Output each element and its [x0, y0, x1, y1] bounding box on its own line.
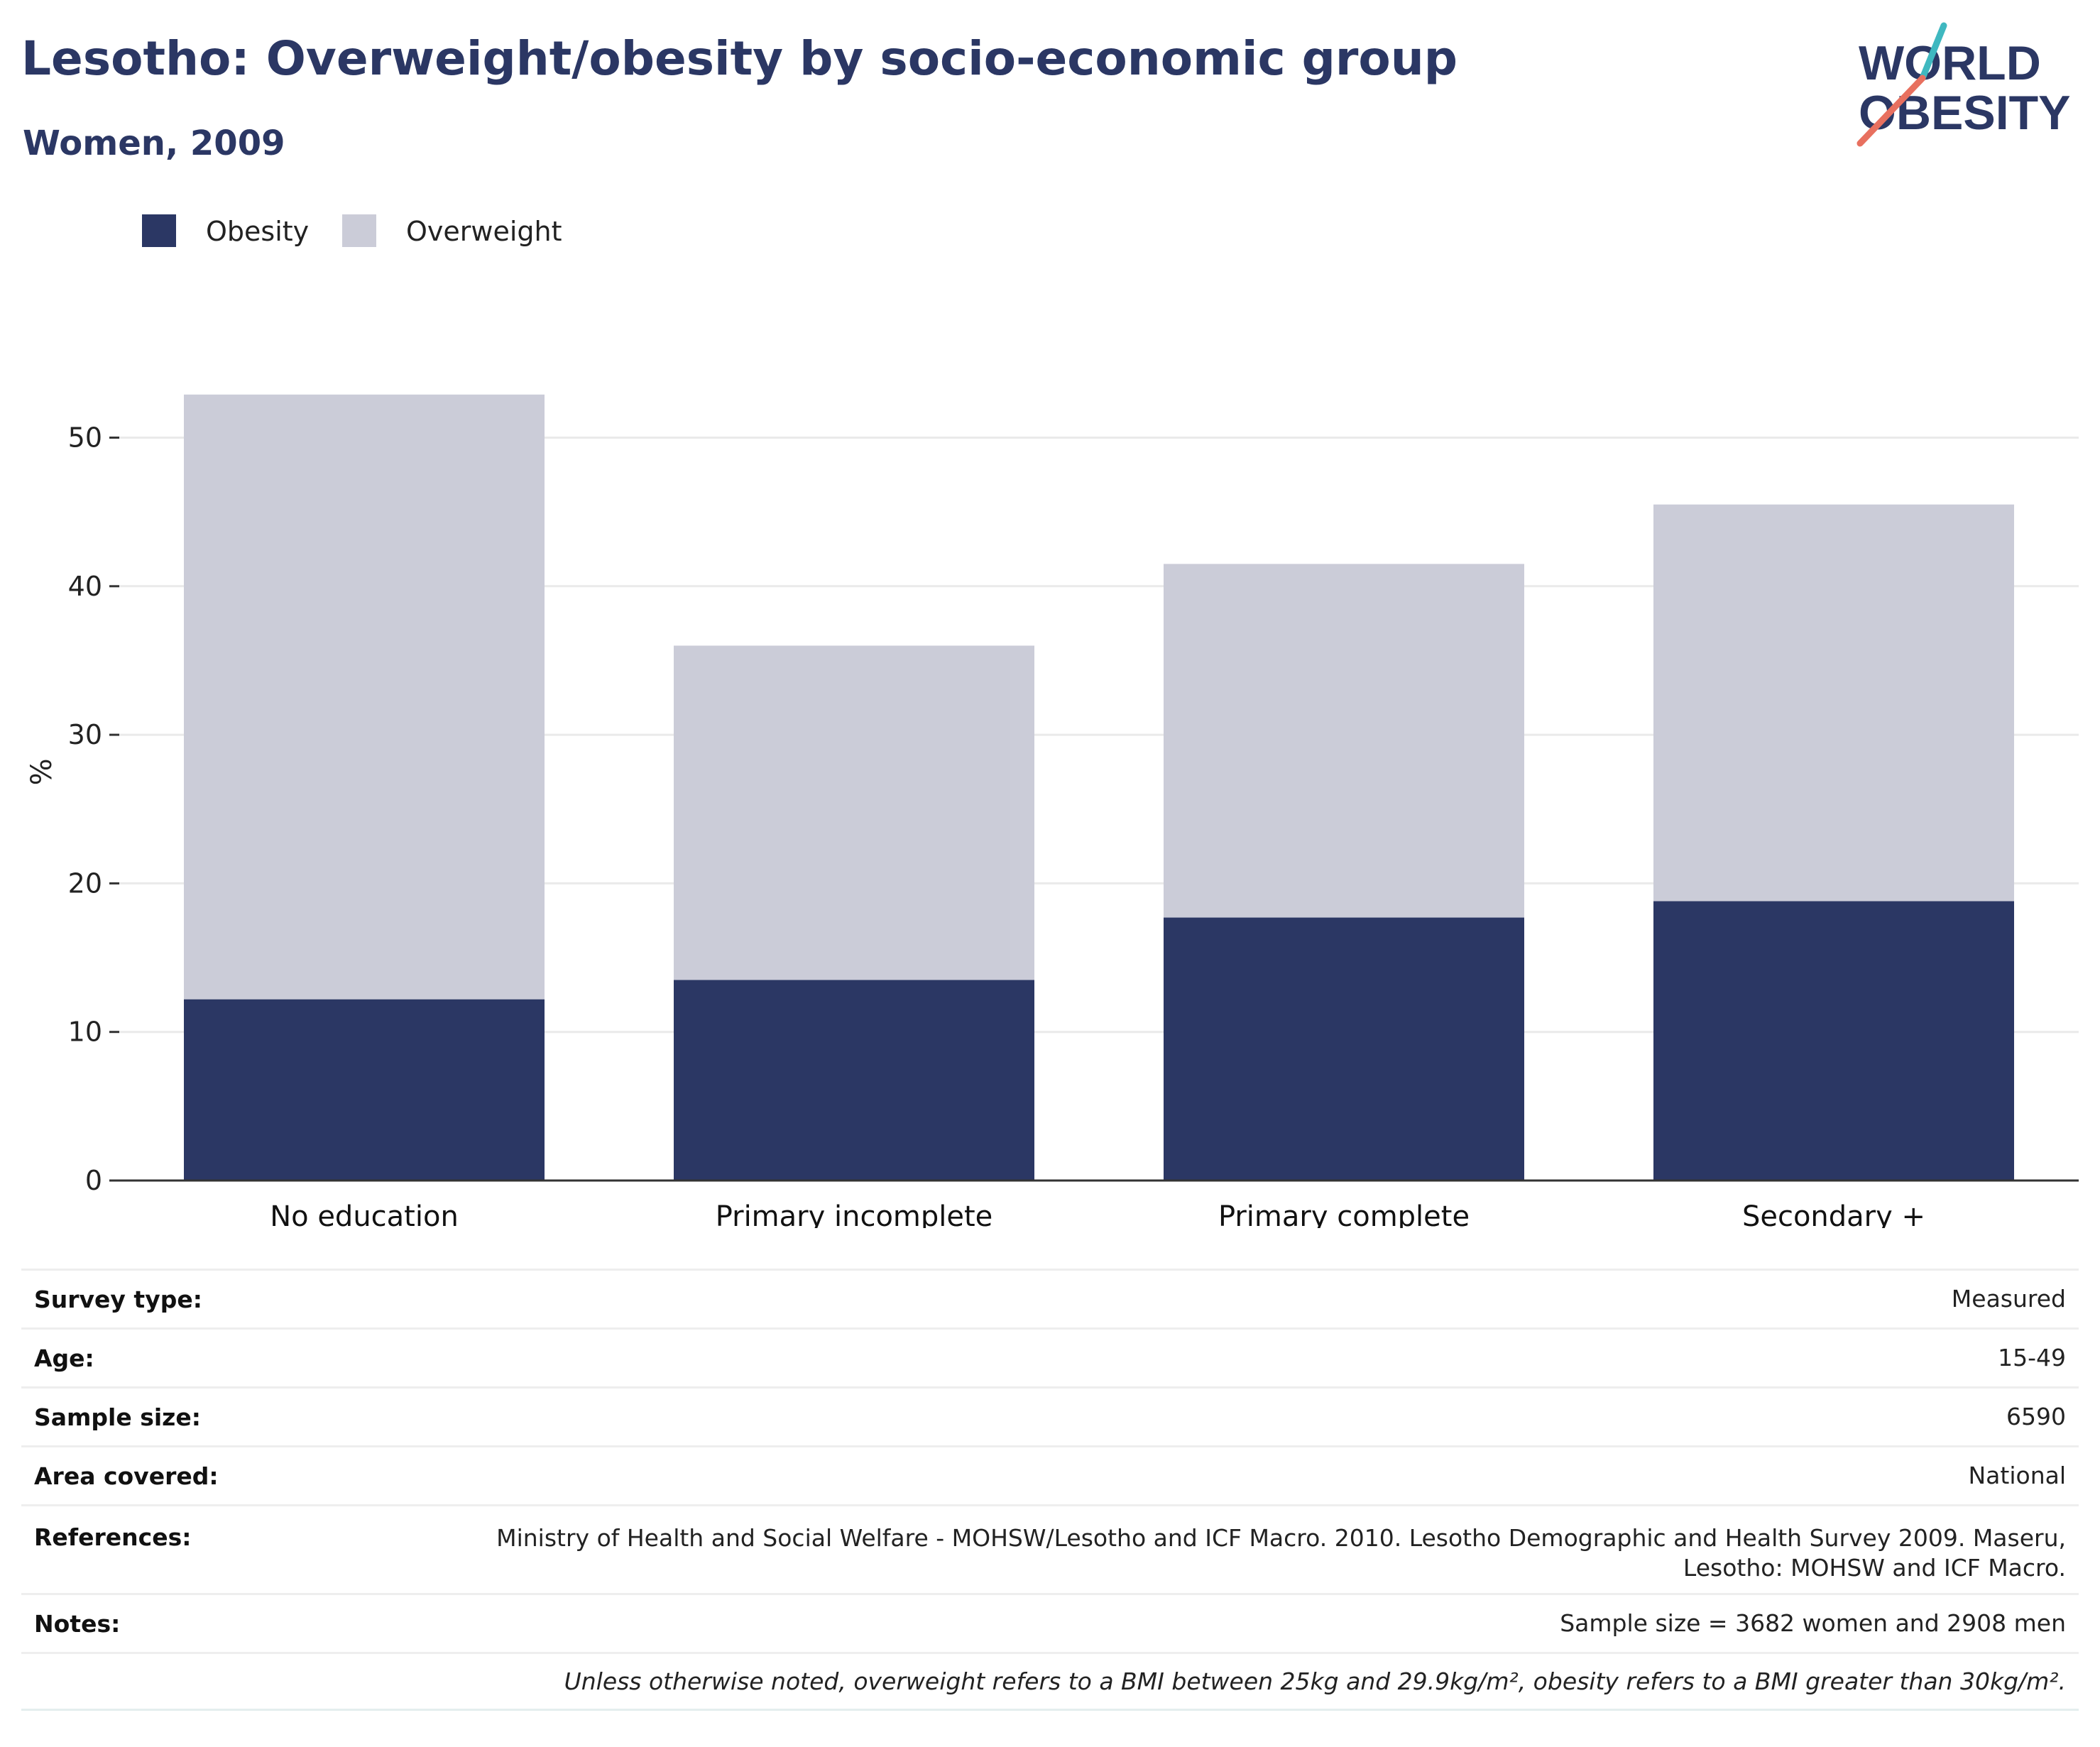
- x-tick-label: Secondary +: [1742, 1200, 1925, 1228]
- area-covered-value: National: [1968, 1462, 2066, 1489]
- info-row-survey-type: Survey type: Measured: [21, 1269, 2079, 1327]
- notes-label: Notes:: [34, 1609, 121, 1638]
- area-covered-label: Area covered:: [34, 1462, 219, 1490]
- references-line-2: Lesotho: MOHSW and ICF Macro.: [1683, 1554, 2066, 1582]
- y-tick-label: 50: [68, 422, 102, 454]
- axes: 0 10 20 30 40 50% No education Primary incomple…: [26, 422, 2079, 1228]
- age-value: 15-49: [1998, 1344, 2066, 1371]
- y-tick-label: 10: [68, 1017, 102, 1048]
- bars: [184, 394, 2014, 1181]
- logo-slash-teal: [1919, 22, 1947, 82]
- y-tick-label: 0: [85, 1165, 102, 1196]
- logo-text-obesity: OBESITY: [1859, 86, 2071, 140]
- world-obesity-logo: WORLD OBESITY: [1856, 22, 2071, 147]
- bar-obesity-1: [674, 980, 1034, 1181]
- info-row-sample-size: Sample size: 6590: [21, 1386, 2079, 1445]
- info-row-references: References: Ministry of Health and Socia…: [21, 1504, 2079, 1593]
- stacked-bar-chart: Obesity Overweight 0 10 20 30 40 50% No educati…: [26, 214, 2079, 1228]
- sample-size-value: 6590: [2006, 1403, 2066, 1430]
- x-tick-label: Primary incomplete: [716, 1200, 993, 1228]
- references-value: Ministry of Health and Social Welfare - …: [496, 1523, 2066, 1583]
- sample-size-label: Sample size:: [34, 1403, 201, 1431]
- notes-value: Sample size = 3682 women and 2908 men: [1560, 1609, 2066, 1637]
- legend-swatch-obesity: [142, 214, 176, 247]
- logo-slash-coral: [1856, 75, 1926, 147]
- references-label: References:: [34, 1523, 192, 1551]
- bmi-footnote: Unless otherwise noted, overweight refer…: [564, 1667, 2066, 1695]
- logo-text-world: WORLD: [1859, 36, 2041, 90]
- bar-obesity-2: [1164, 917, 1524, 1181]
- info-row-footnote: Unless otherwise noted, overweight refer…: [21, 1652, 2079, 1711]
- y-tick-label: 30: [68, 719, 102, 750]
- info-row-age: Age: 15-49: [21, 1327, 2079, 1386]
- chart-title: Lesotho: Overweight/obesity by socio-eco…: [21, 31, 1458, 86]
- bar-obesity-3: [1653, 901, 2014, 1181]
- chart-subtitle: Women, 2009: [23, 124, 285, 163]
- bar-overweight-2: [1164, 564, 1524, 918]
- bar-obesity-0: [184, 999, 545, 1181]
- legend-label-overweight: Overweight: [406, 216, 562, 247]
- y-axis-title: %: [26, 758, 58, 785]
- survey-type-label: Survey type:: [34, 1285, 202, 1313]
- x-tick-label: No education: [270, 1200, 459, 1228]
- bar-overweight-3: [1653, 504, 2014, 902]
- references-line-1: Ministry of Health and Social Welfare - …: [496, 1524, 2066, 1552]
- x-tick-label: Primary complete: [1218, 1200, 1470, 1228]
- y-tick-label: 40: [68, 571, 102, 602]
- age-label: Age:: [34, 1344, 94, 1372]
- chart-legend: Obesity Overweight: [142, 214, 562, 247]
- legend-swatch-overweight: [342, 214, 376, 247]
- survey-type-value: Measured: [1951, 1285, 2066, 1313]
- info-row-area-covered: Area covered: National: [21, 1445, 2079, 1504]
- bar-overweight-1: [674, 645, 1034, 980]
- info-row-notes: Notes: Sample size = 3682 women and 2908…: [21, 1593, 2079, 1652]
- legend-label-obesity: Obesity: [206, 216, 309, 247]
- survey-info-table: Survey type: Measured Age: 15-49 Sample …: [21, 1269, 2079, 1711]
- y-tick-label: 20: [68, 867, 102, 899]
- bar-overweight-0: [184, 394, 545, 1000]
